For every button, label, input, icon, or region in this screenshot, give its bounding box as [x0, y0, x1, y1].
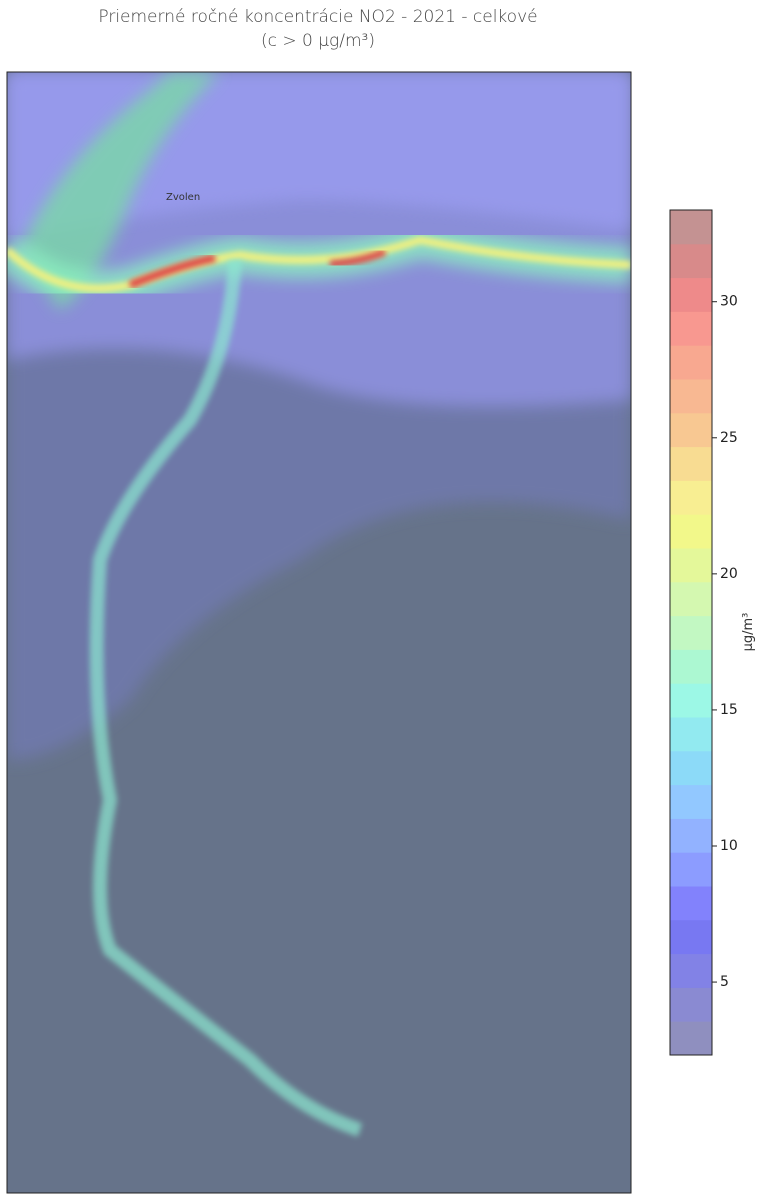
colorbar-band [670, 311, 712, 346]
map: Zvolen [7, 72, 631, 1193]
colorbar-band [670, 514, 712, 549]
colorbar-band [670, 243, 712, 279]
colorbar-band [670, 446, 712, 481]
colorbar-band [670, 277, 712, 312]
road-zone [20, 72, 220, 310]
colorbar-band [670, 480, 712, 515]
title: Priemerné ročné koncentrácie NO2 - 2021 … [98, 7, 537, 27]
colorbar-band [670, 852, 712, 887]
subtitle: (c > 0 μg/m³) [261, 31, 375, 51]
colorbar-frame [669, 209, 713, 1056]
colorbar-band [670, 1021, 712, 1056]
hotspot [329, 248, 387, 268]
colorbar-band [670, 987, 712, 1022]
colorbar-band [670, 649, 712, 684]
colorbar-tick-label: 25 [720, 430, 738, 446]
colorbar-band [670, 412, 712, 448]
road-south [89, 259, 363, 1137]
colorbar-band [670, 784, 712, 819]
colorbar-tick-label: 15 [720, 702, 738, 718]
colorbar-band [670, 717, 712, 752]
colorbar-tick-label: 10 [720, 838, 738, 854]
colorbar-band [670, 953, 712, 988]
colorbar-band [670, 683, 712, 718]
colorbar-tick-label: 30 [720, 294, 738, 310]
colorbar-band [670, 615, 712, 650]
colorbar-label: μg/m³ [741, 613, 756, 652]
colorbar-band [670, 886, 712, 921]
colorbar-band [670, 919, 712, 955]
hotspot [128, 254, 216, 289]
place-label: Zvolen [166, 192, 200, 203]
colorbar-band [670, 345, 712, 380]
road-core [7, 235, 631, 293]
colorbar-tick-label: 20 [720, 566, 738, 582]
colorbar-band [670, 818, 712, 853]
map-frame [6, 71, 632, 1194]
colorbar-band [670, 210, 712, 245]
colorbar-band [670, 750, 712, 786]
colorbar-tick-label: 5 [720, 974, 729, 990]
colorbar-band [670, 379, 712, 414]
colorbar-band [670, 581, 712, 617]
colorbar-band [670, 548, 712, 583]
